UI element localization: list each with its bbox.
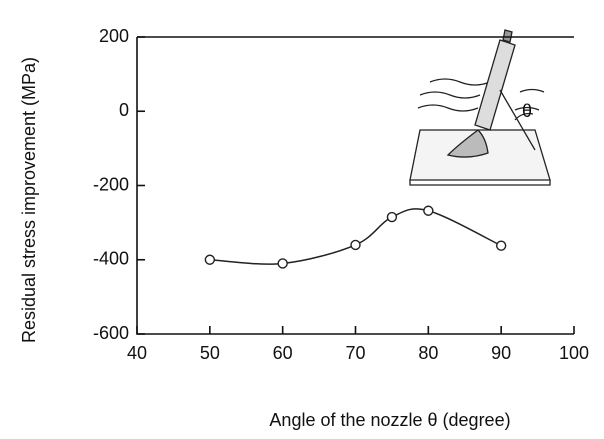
y-axis-label: Residual stress improvement (MPa) bbox=[19, 57, 39, 343]
y-tick-label: -200 bbox=[93, 174, 129, 194]
x-axis-label: Angle of the nozzle θ (degree) bbox=[269, 410, 510, 430]
x-tick-label: 50 bbox=[200, 343, 220, 363]
y-tick-label: -600 bbox=[93, 323, 129, 343]
data-line bbox=[210, 209, 501, 264]
y-tick-label: 0 bbox=[119, 100, 129, 120]
x-tick-label: 70 bbox=[345, 343, 365, 363]
inset-illustration: θ bbox=[410, 30, 550, 185]
theta-symbol: θ bbox=[522, 101, 532, 121]
x-tick-label: 80 bbox=[418, 343, 438, 363]
data-point bbox=[497, 241, 506, 250]
data-point bbox=[424, 206, 433, 215]
x-tick-label: 90 bbox=[491, 343, 511, 363]
x-tick-label: 40 bbox=[127, 343, 147, 363]
data-point bbox=[387, 213, 396, 222]
data-point bbox=[278, 259, 287, 268]
x-tick-label: 60 bbox=[273, 343, 293, 363]
data-point bbox=[205, 255, 214, 264]
data-point bbox=[351, 240, 360, 249]
y-tick-label: 200 bbox=[99, 26, 129, 46]
y-tick-label: -400 bbox=[93, 249, 129, 269]
chart: Residual stress improvement (MPa) Angle … bbox=[0, 0, 604, 439]
x-tick-label: 100 bbox=[559, 343, 589, 363]
